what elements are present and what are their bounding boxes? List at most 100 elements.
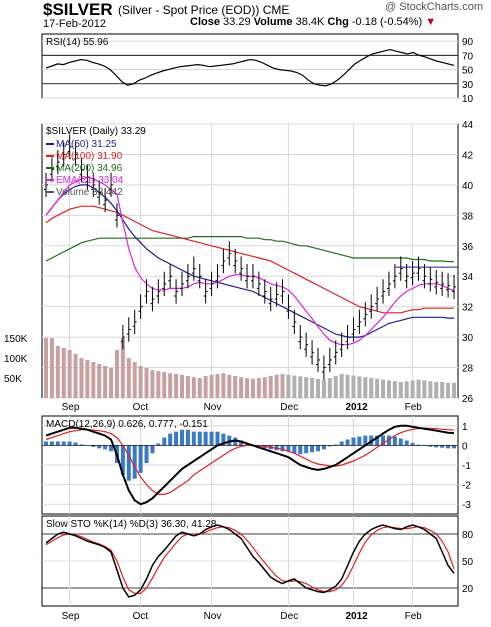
volume-bar [197, 378, 202, 398]
macd-title: MACD(12,26,9) 0.626, 0.777, -0.151 [46, 419, 208, 430]
volume-bar [138, 366, 143, 398]
rsi-tick-label: 90 [462, 37, 474, 48]
volume-bar [174, 374, 179, 398]
macd-histogram-bar [215, 431, 220, 446]
macd-histogram-bar [327, 445, 332, 447]
volume-bar [339, 374, 344, 398]
volume-bar [310, 378, 315, 398]
volume-bar [44, 338, 48, 398]
volume-bar [422, 380, 427, 398]
macd-histogram-bar [298, 445, 303, 455]
sto-x-tick-label: Sep [62, 611, 80, 622]
volume-bar [292, 375, 297, 398]
volume-bar [316, 378, 320, 398]
volume-bar [120, 338, 125, 398]
macd-tick-label: -3 [462, 500, 471, 511]
macd-histogram-bar [126, 445, 131, 481]
volume-bar [404, 381, 409, 398]
volume-bar [150, 370, 155, 398]
price-x-tick-label: Sep [62, 402, 80, 413]
macd-histogram-bar [381, 435, 386, 446]
volume-bar [221, 373, 226, 398]
macd-histogram-bar [144, 445, 149, 464]
volume-bar [250, 378, 255, 398]
volume-bar [91, 362, 96, 398]
volume-bar [85, 360, 90, 398]
sto-x-tick-label: Nov [204, 611, 222, 622]
volume-bar [304, 377, 309, 398]
volume-bar [386, 380, 391, 398]
volume-bar [126, 358, 131, 398]
legend-entry: Volume 38,442 [56, 187, 123, 198]
rsi-title: RSI(14) 55.96 [46, 37, 109, 48]
price-tick-label: 36 [462, 242, 474, 253]
volume-bar [446, 382, 451, 398]
macd-histogram-bar [79, 444, 84, 446]
macd-histogram-bar [363, 435, 368, 446]
macd-histogram-bar [73, 442, 78, 446]
chg-value: -0.18 (-0.54%) [351, 16, 423, 28]
macd-histogram-bar [292, 445, 297, 454]
volume-bar [245, 378, 250, 398]
volume-bar [274, 374, 279, 398]
volume-bar [233, 376, 238, 398]
macd-histogram-bar [339, 441, 344, 446]
macd-histogram-bar [304, 445, 309, 454]
macd-histogram-bar [375, 435, 380, 446]
ma100-line [45, 205, 454, 314]
volume-bar [327, 378, 332, 398]
volume-value: 38.4K [295, 16, 325, 28]
volume-bar [357, 376, 362, 398]
price-x-tick-label: Dec [280, 402, 298, 413]
sto-tick-label: 20 [462, 584, 474, 595]
macd-histogram-bar [386, 435, 391, 446]
volume-bar [345, 374, 350, 398]
macd-histogram-bar [398, 438, 403, 446]
macd-histogram-bar [428, 445, 433, 447]
macd-histogram-bar [185, 429, 190, 446]
volume-bar [398, 382, 403, 398]
macd-histogram-bar [333, 444, 338, 446]
price-tick-label: 34 [462, 272, 474, 283]
volume-bar [73, 354, 78, 398]
exchange: CME [262, 3, 290, 17]
macd-histogram-bar [61, 441, 66, 446]
macd-tick-label: 1 [462, 422, 468, 433]
volume-bar [428, 381, 433, 398]
volume-bar [55, 346, 60, 398]
volume-bar [132, 362, 137, 398]
macd-histogram-bar [280, 445, 285, 452]
price-x-tick-label: Oct [133, 402, 149, 413]
price-tick-label: 30 [462, 333, 474, 344]
macd-histogram-bar [316, 445, 320, 452]
macd-line [45, 424, 455, 506]
price-tick-label: 38 [462, 211, 474, 222]
macd-histogram-bar [392, 436, 397, 446]
chart-header: $SILVER (Silver - Spot Price (EOD)) CME … [0, 0, 491, 30]
ema21-line [45, 176, 455, 346]
volume-bar [381, 379, 386, 398]
sto-title: Slow STO %K(14) %D(3) 36.30, 41.28 [46, 519, 217, 530]
sto-x-tick-label: Dec [280, 611, 298, 622]
macd-tick-label: -2 [462, 481, 471, 492]
macd-histogram-bar [109, 445, 114, 452]
macd-histogram-bar [197, 431, 202, 446]
volume-bar [203, 376, 208, 398]
macd-histogram-bar [150, 445, 155, 454]
sto-x-tick-label: Feb [405, 611, 423, 622]
macd-histogram-bar [44, 441, 48, 446]
ma50-line [45, 184, 454, 338]
macd-histogram-bar [440, 445, 445, 448]
sto-d-line [45, 526, 455, 594]
macd-histogram-bar [120, 445, 125, 475]
volume-bar [79, 358, 84, 398]
macd-histogram-bar [168, 433, 173, 446]
volume-bar [103, 366, 108, 398]
rsi-tick-label: 50 [462, 66, 474, 77]
sto-tick-label: 50 [462, 557, 474, 568]
macd-histogram-bar [416, 444, 421, 446]
price-tick-label: 28 [462, 364, 474, 375]
volume-bar [191, 377, 196, 398]
volume-bar [168, 373, 173, 398]
